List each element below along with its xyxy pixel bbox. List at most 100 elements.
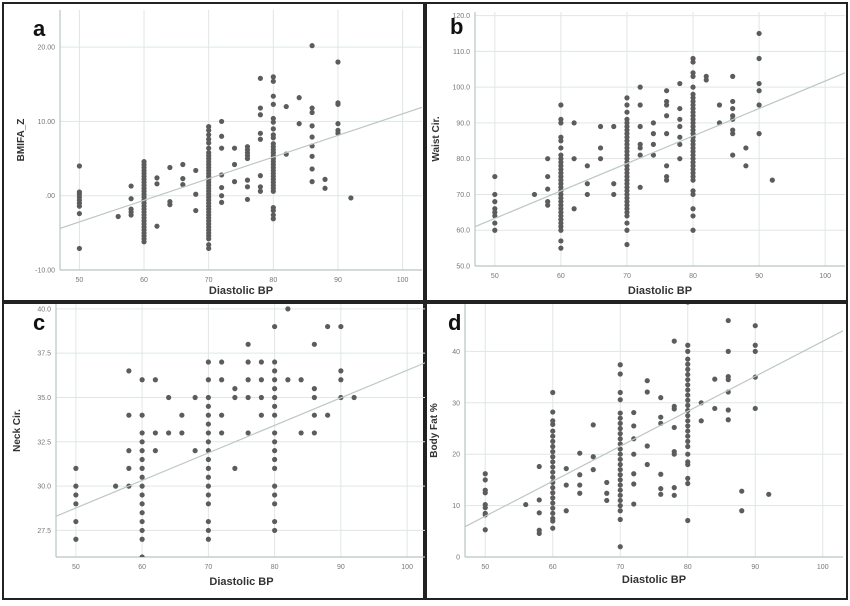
x-tick-label: 90 (751, 564, 759, 571)
data-point (766, 491, 772, 497)
data-point (311, 386, 317, 392)
data-point (617, 410, 623, 416)
data-point (730, 152, 736, 158)
data-point (664, 88, 670, 94)
data-point (139, 456, 145, 463)
data-point (685, 443, 691, 450)
data-point (617, 431, 623, 437)
data-point (482, 477, 488, 483)
data-point (206, 242, 212, 248)
data-point (624, 127, 630, 133)
data-point (703, 77, 709, 83)
data-point (563, 482, 569, 488)
data-point (139, 518, 145, 525)
data-point (550, 443, 556, 450)
data-point (685, 428, 691, 434)
data-point (725, 317, 731, 324)
data-point (272, 412, 278, 418)
data-point (219, 412, 225, 418)
data-point (752, 342, 758, 348)
data-point (550, 500, 556, 506)
data-point (590, 454, 596, 460)
data-point (298, 430, 304, 436)
data-point (272, 518, 278, 525)
data-point (179, 430, 185, 436)
data-marks (60, 43, 422, 252)
data-point (624, 123, 630, 130)
data-point (492, 173, 498, 180)
data-point (205, 483, 211, 489)
data-point (166, 430, 172, 436)
x-tick-label: 50 (491, 273, 499, 280)
data-point (272, 386, 278, 392)
data-point (206, 140, 212, 146)
data-marks (475, 30, 845, 251)
data-point (180, 176, 186, 182)
data-point (690, 98, 696, 105)
x-tick-label: 60 (138, 564, 146, 571)
data-point (671, 338, 677, 344)
data-point (531, 191, 538, 198)
data-point (617, 456, 623, 462)
data-point (558, 159, 564, 165)
x-tick-label: 80 (689, 273, 697, 280)
data-point (631, 501, 637, 507)
data-point (617, 389, 623, 396)
data-point (285, 306, 291, 312)
data-point (725, 417, 731, 423)
data-point (690, 152, 696, 158)
data-point (309, 153, 315, 159)
data-point (550, 409, 556, 415)
data-point (624, 102, 630, 108)
data-point (690, 102, 696, 108)
data-point (690, 191, 696, 198)
data-point (690, 156, 696, 162)
data-point (550, 449, 556, 455)
data-point (584, 191, 590, 198)
data-point (154, 181, 160, 187)
data-point (193, 207, 199, 214)
data-point (677, 156, 683, 162)
data-point (128, 196, 134, 202)
data-point (624, 213, 630, 219)
data-point (685, 475, 691, 481)
data-point (139, 448, 145, 454)
data-point (677, 134, 683, 140)
data-point (712, 405, 718, 412)
data-point (637, 123, 643, 130)
data-point (205, 518, 211, 525)
data-point (550, 438, 556, 444)
data-point (205, 394, 211, 401)
data-point (272, 430, 278, 436)
data-point (309, 166, 315, 172)
data-point (285, 377, 291, 383)
data-point (139, 536, 145, 542)
data-point (76, 163, 82, 169)
data-point (690, 127, 696, 133)
data-point (677, 105, 683, 112)
data-point (756, 131, 762, 137)
data-point (624, 116, 630, 122)
data-point (558, 184, 564, 190)
data-point (690, 148, 696, 155)
data-point (180, 181, 186, 188)
data-point (584, 181, 590, 187)
data-point (245, 377, 251, 383)
fit-line (475, 72, 845, 228)
data-point (492, 209, 498, 215)
y-tick-label: 40.0 (37, 306, 51, 313)
data-point (617, 503, 623, 509)
data-point (73, 536, 79, 542)
data-point (550, 454, 556, 460)
data-point (624, 206, 630, 212)
data-point (558, 213, 564, 219)
data-point (685, 361, 691, 367)
data-point (624, 220, 630, 226)
panel-label-c: c (33, 310, 46, 335)
data-point (558, 145, 564, 151)
y-tick-label: 120.0 (452, 13, 470, 20)
y-tick-label: 35.0 (37, 395, 51, 402)
data-point (752, 405, 758, 412)
data-point (664, 98, 670, 105)
data-point (126, 465, 132, 471)
